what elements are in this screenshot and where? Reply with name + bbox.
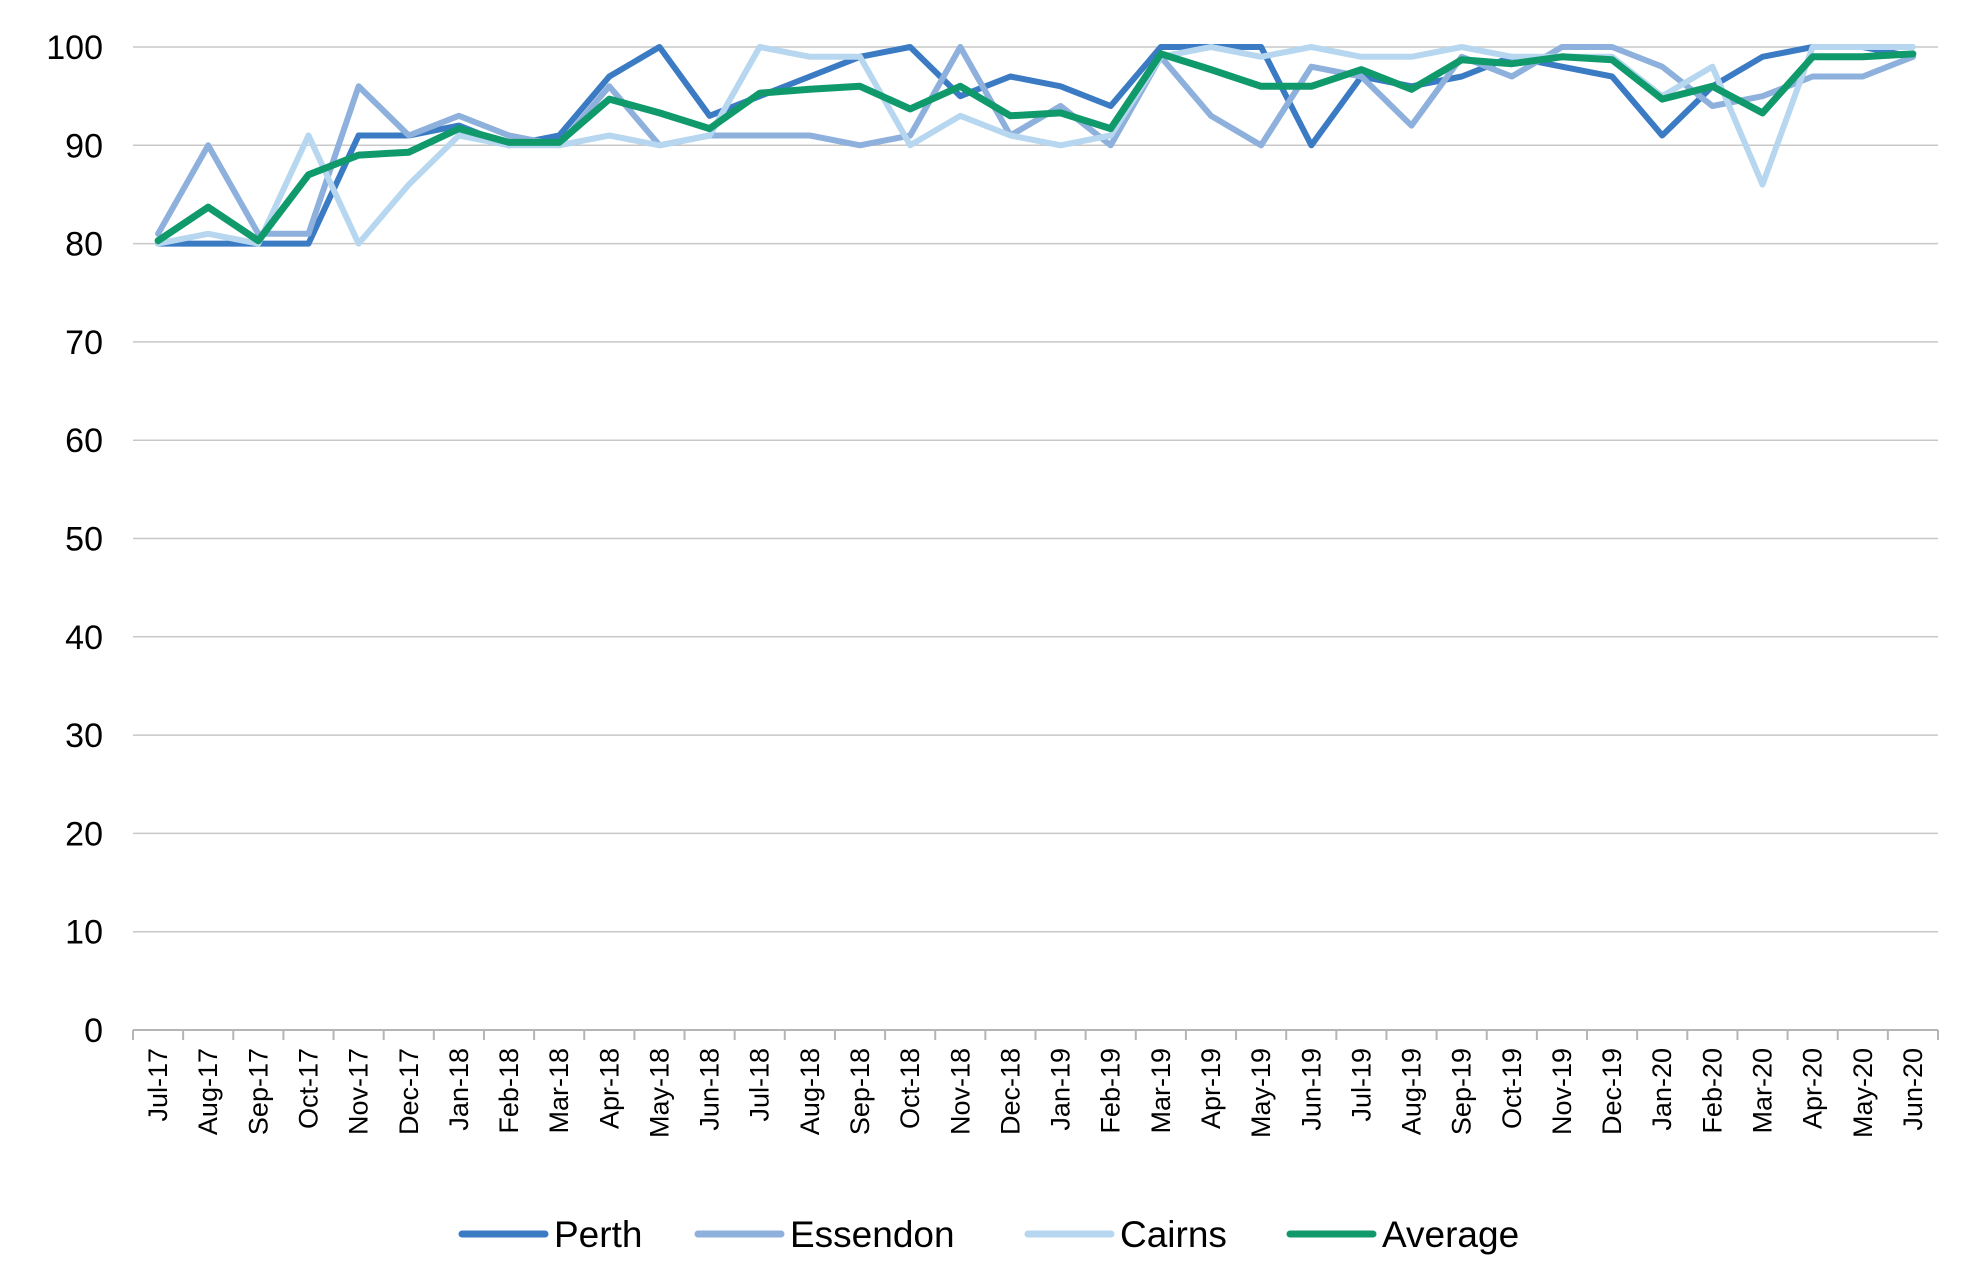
legend-label-perth: Perth [554, 1214, 642, 1255]
x-tick-label: Apr-19 [1196, 1048, 1226, 1129]
legend: Perth Essendon Cairns Average [458, 1214, 1519, 1255]
y-tick-label: 40 [65, 619, 103, 657]
x-tick-label: Jan-19 [1046, 1048, 1076, 1131]
x-tick-label: Dec-17 [394, 1048, 424, 1135]
x-tick-label: Oct-18 [895, 1048, 925, 1129]
y-tick-label: 60 [65, 422, 103, 460]
x-tick-label: Nov-18 [945, 1048, 975, 1135]
x-tick-label: May-18 [644, 1048, 674, 1138]
x-tick-label: Apr-18 [594, 1048, 624, 1129]
x-tick-label: Dec-18 [995, 1048, 1025, 1135]
series-line-essendon [155, 44, 1916, 237]
x-tick-label: Apr-20 [1798, 1048, 1828, 1129]
y-tick-label: 90 [65, 127, 103, 165]
x-tick-label: Jun-20 [1898, 1048, 1928, 1131]
x-tick-label: Oct-19 [1497, 1048, 1527, 1129]
y-tick-label: 50 [65, 521, 103, 559]
x-tick-label: Sep-19 [1447, 1048, 1477, 1135]
x-tick-label: May-20 [1848, 1048, 1878, 1138]
x-tick-label: Aug-19 [1397, 1048, 1427, 1135]
x-tick-label: Jun-18 [695, 1048, 725, 1131]
x-tick-label: Mar-19 [1146, 1048, 1176, 1134]
y-tick-label: 30 [65, 717, 103, 755]
x-tick-label: Dec-19 [1597, 1048, 1627, 1135]
legend-label-essendon: Essendon [790, 1214, 955, 1255]
x-tick-label: Aug-18 [795, 1048, 825, 1135]
x-tick-label: Feb-20 [1697, 1048, 1727, 1134]
x-tick-label: Jan-18 [444, 1048, 474, 1131]
y-tick-label: 10 [65, 914, 103, 952]
y-axis-tick-labels: 0 10 20 30 40 50 60 70 80 90 100 [46, 29, 103, 1050]
y-tick-label: 0 [84, 1012, 103, 1050]
y-tick-label: 80 [65, 226, 103, 264]
series-line-perth [155, 44, 1916, 247]
x-tick-label: Jul-19 [1346, 1048, 1376, 1122]
x-tick-label: Jul-17 [143, 1048, 173, 1122]
x-tick-label: Mar-18 [544, 1048, 574, 1134]
x-tick-label: Nov-17 [344, 1048, 374, 1135]
x-tick-label: Nov-19 [1547, 1048, 1577, 1135]
x-tick-label: May-19 [1246, 1048, 1276, 1138]
y-tick-label: 70 [65, 324, 103, 362]
x-tick-label: Feb-18 [494, 1048, 524, 1134]
y-tick-label: 20 [65, 815, 103, 853]
x-tick-label: Feb-19 [1096, 1048, 1126, 1134]
x-axis-tick-labels: Jul-17 Aug-17 Sep-17 Oct-17 Nov-17 Dec-17 Jan-… [143, 1048, 1928, 1138]
x-tick-label: Jun-19 [1296, 1048, 1326, 1131]
series-line-average [154, 50, 1917, 245]
legend-label-average: Average [1382, 1214, 1519, 1255]
x-tick-label: Mar-20 [1748, 1048, 1778, 1134]
x-tick-label: Sep-18 [845, 1048, 875, 1135]
x-tick-label: Jan-20 [1647, 1048, 1677, 1131]
y-tick-label: 100 [46, 29, 103, 67]
legend-label-cairns: Cairns [1120, 1214, 1227, 1255]
x-tick-label: Jul-18 [745, 1048, 775, 1122]
x-tick-label: Sep-17 [243, 1048, 273, 1135]
x-tick-label: Oct-17 [293, 1048, 323, 1129]
x-tick-label: Aug-17 [193, 1048, 223, 1135]
series-lines [154, 44, 1917, 247]
gridlines [132, 46, 1939, 1040]
